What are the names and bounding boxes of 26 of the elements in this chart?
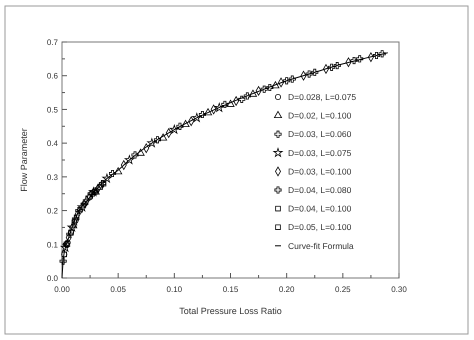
x-tick-label: 0.00 <box>54 285 70 294</box>
y-tick-label: 0.6 <box>46 72 59 81</box>
legend-label: D=0.04, L=0.100 <box>288 204 352 214</box>
x-tick-label: 0.30 <box>391 285 408 294</box>
legend-label: D=0.02, L=0.100 <box>288 110 352 121</box>
legend-label: D=0.05, L=0.100 <box>288 222 352 232</box>
legend-label: D=0.03, L=0.075 <box>288 148 352 158</box>
y-tick-label: 0.3 <box>46 172 59 182</box>
x-axis-title: Total Pressure Loss Ratio <box>179 306 282 316</box>
y-tick-label: 0.2 <box>46 206 59 216</box>
legend-label: D=0.04, L=0.080 <box>288 185 352 195</box>
y-tick-label: 0.7 <box>46 38 59 47</box>
legend-label: D=0.03, L=0.060 <box>288 129 352 140</box>
x-tick-label: 0.20 <box>278 285 295 294</box>
legend-label: D=0.03, L=0.100 <box>288 166 352 176</box>
legend-label: D=0.028, L=0.075 <box>288 92 356 102</box>
legend-label: Curve-fit Formula <box>288 240 354 251</box>
y-tick-label: 0.0 <box>46 274 59 283</box>
x-tick-label: 0.25 <box>335 285 352 294</box>
y-axis-title: Flow Parameter <box>19 128 29 192</box>
x-tick-label: 0.15 <box>222 285 239 294</box>
y-tick-label: 0.1 <box>46 240 59 250</box>
y-tick-label: 0.5 <box>46 105 59 114</box>
x-tick-label: 0.05 <box>110 285 126 294</box>
y-tick-label: 0.4 <box>46 139 59 148</box>
x-tick-label: 0.10 <box>166 285 183 294</box>
